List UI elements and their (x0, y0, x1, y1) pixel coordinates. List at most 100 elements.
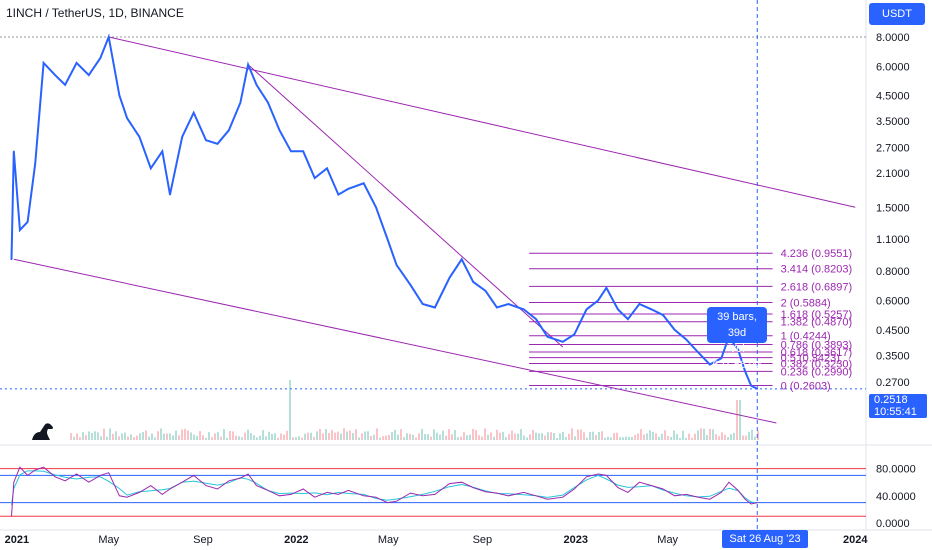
volume-bar (427, 434, 429, 440)
volume-bar (334, 432, 336, 440)
trendline[interactable] (108, 36, 856, 208)
price-tick: 1.5000 (876, 202, 910, 214)
volume-bar (352, 432, 354, 440)
rsi-tick: 80.0000 (876, 464, 916, 476)
volume-bar (733, 432, 735, 440)
volume-bar (601, 431, 603, 440)
volume-bar (556, 437, 558, 440)
volume-bar (547, 432, 549, 440)
volume-bar (253, 435, 255, 440)
volume-bar (259, 435, 261, 440)
price-tick: 4.5000 (876, 91, 910, 103)
volume-bar (460, 436, 462, 440)
volume-bar (709, 428, 711, 440)
volume-bar (592, 431, 594, 440)
price-line (10, 33, 758, 390)
volume-bar (577, 429, 579, 440)
volume-bar (190, 432, 192, 440)
volume-bar (145, 430, 147, 440)
bar-countdown: 10:55:41 (874, 406, 917, 418)
volume-bar (91, 433, 93, 440)
rsi-tick: 0.0000 (876, 518, 910, 530)
volume-bar (661, 433, 663, 440)
volume-bar (133, 437, 135, 440)
price-tick: 1.1000 (876, 234, 910, 246)
volume-bar (286, 430, 288, 440)
volume-bar (316, 431, 318, 440)
fib-level-label: 0.618 (0.3617) (781, 347, 853, 359)
volume-bar (151, 433, 153, 440)
volume-bar (748, 431, 750, 440)
trendline[interactable] (247, 64, 564, 348)
volume-bar (472, 428, 474, 440)
volume-bar (97, 432, 99, 440)
volume-bar (163, 433, 165, 440)
volume-bar (412, 434, 414, 440)
volume-bar (535, 432, 537, 440)
volume-bar (751, 429, 753, 440)
volume-bar (580, 429, 582, 440)
volume-bar (328, 433, 330, 440)
volume-bar (274, 433, 276, 440)
volume-bar (724, 434, 726, 440)
currency-button[interactable]: USDT (869, 3, 925, 25)
volume-bar (241, 437, 243, 440)
volume-bar (397, 434, 399, 440)
volume-bar (424, 433, 426, 440)
price-tick: 0.3500 (876, 350, 910, 362)
fibonacci-extension[interactable]: 4.236 (0.9551) 3.414 (0.8203) 2.618 (0.689… (529, 248, 852, 392)
price-tick: 0.2700 (876, 377, 910, 389)
volume-bar (118, 436, 120, 440)
volume-bar (382, 436, 384, 440)
volume-bar (646, 433, 648, 440)
trendline[interactable] (13, 258, 777, 424)
time-tick: Sep (473, 534, 493, 546)
volume-bar (193, 434, 195, 440)
volume-bar (457, 437, 459, 440)
volume-bar (562, 431, 564, 440)
volume-bar (265, 436, 267, 440)
volume-bar (331, 430, 333, 440)
volume-bar (367, 431, 369, 440)
price-tick: 2.1000 (876, 168, 910, 180)
time-axis: 2021 May Sep 2022 May Sep 2023 May 2024 (5, 534, 869, 546)
volume-bar (250, 433, 252, 440)
volume-bar (277, 437, 279, 440)
volume-bar (454, 429, 456, 440)
volume-bar (127, 436, 129, 440)
volume-bar (622, 437, 624, 440)
volume-bar (526, 437, 528, 440)
price-tick: 3.5000 (876, 116, 910, 128)
volume-bar (640, 429, 642, 440)
volume-bar (625, 436, 627, 440)
volume-bar (628, 436, 630, 440)
volume-bar (679, 437, 681, 440)
volume-bar (544, 435, 546, 440)
volume-bar (433, 429, 435, 440)
crosshair-date-badge: Sat 26 Aug '23 (722, 530, 808, 548)
volume-bar (343, 428, 345, 440)
fib-level-label: 1.618 (0.5257) (781, 309, 853, 321)
volume-bar (169, 433, 171, 440)
volume-bar (301, 437, 303, 440)
volume-bar (364, 431, 366, 440)
volume-bar (313, 436, 315, 440)
volume-bar (136, 435, 138, 440)
volume-bar (568, 433, 570, 440)
fib-level-label: 2.618 (0.6897) (781, 281, 853, 293)
volume-bar (226, 437, 228, 440)
volume-bar (406, 433, 408, 440)
fib-level-label: 0.5 (0.3423) (781, 353, 840, 365)
volume-bar (103, 428, 105, 440)
volume-bar (280, 433, 282, 440)
volume-bar (355, 429, 357, 440)
volume-bar (295, 437, 297, 440)
volume-bar (430, 436, 432, 440)
volume-bar (415, 437, 417, 440)
volume-bar (307, 432, 309, 440)
volume-bar (658, 436, 660, 440)
volume-bar (361, 433, 363, 440)
volume-bar (493, 436, 495, 440)
